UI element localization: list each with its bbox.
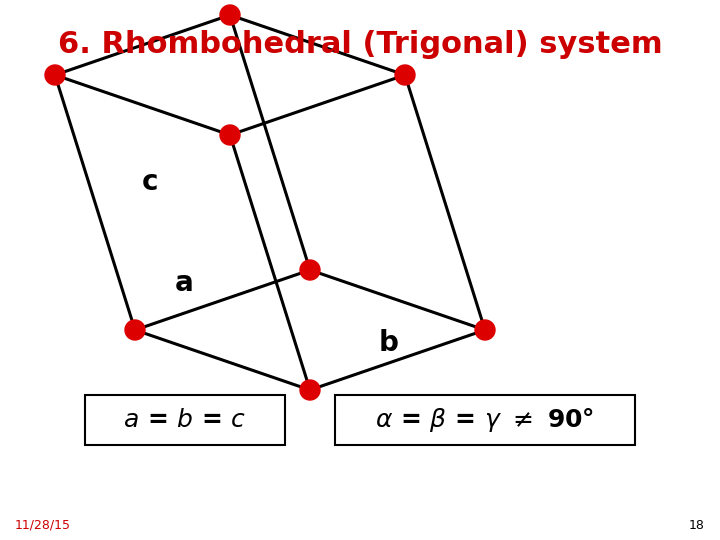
- Text: a: a: [174, 269, 193, 297]
- Text: 11/28/15: 11/28/15: [15, 519, 71, 532]
- Text: b: b: [379, 329, 399, 357]
- Circle shape: [395, 65, 415, 85]
- Circle shape: [300, 380, 320, 400]
- Bar: [335, 395, 635, 445]
- Bar: [85, 395, 285, 445]
- Circle shape: [300, 260, 320, 280]
- Circle shape: [125, 320, 145, 340]
- Circle shape: [45, 65, 65, 85]
- Text: $\alpha$ = $\beta$ = $\gamma$ $\neq$ 90°: $\alpha$ = $\beta$ = $\gamma$ $\neq$ 90°: [375, 406, 595, 434]
- Text: $a$ = $b$ = $c$: $a$ = $b$ = $c$: [123, 408, 247, 432]
- Text: 6. Rhombohedral (Trigonal) system: 6. Rhombohedral (Trigonal) system: [58, 30, 662, 59]
- Circle shape: [220, 125, 240, 145]
- Text: c: c: [142, 168, 158, 197]
- Circle shape: [475, 320, 495, 340]
- Text: 18: 18: [689, 519, 705, 532]
- Circle shape: [220, 5, 240, 25]
